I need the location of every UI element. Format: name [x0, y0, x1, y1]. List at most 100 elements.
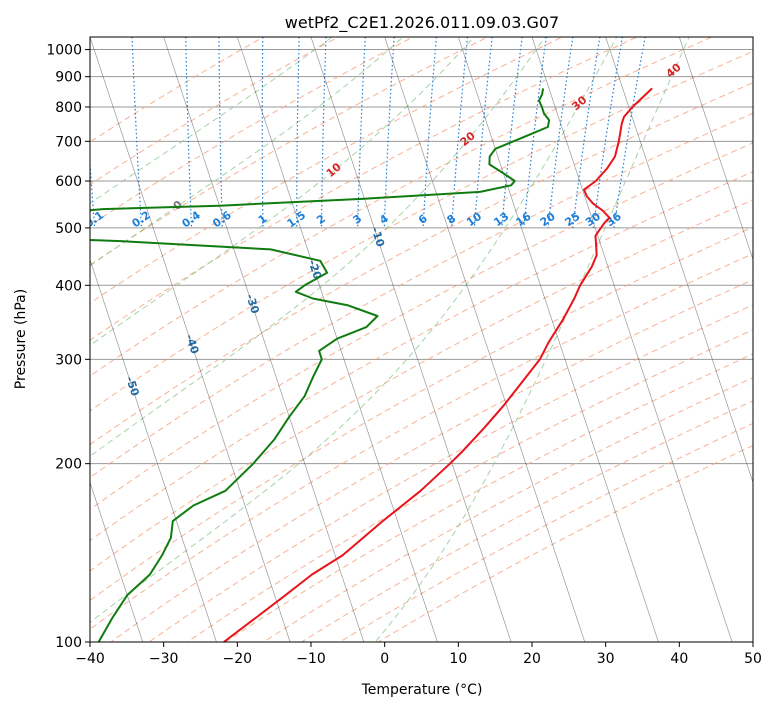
mixing-ratio-label: 4	[377, 212, 391, 227]
mixing-ratio-line	[592, 37, 624, 228]
mixing-ratio-line	[357, 37, 366, 228]
mixing-ratio-label: 0.2	[130, 209, 153, 231]
moist-adiabat-label: 40	[664, 60, 684, 80]
y-tick-label: 800	[55, 100, 82, 116]
isotherm-label: -40	[183, 333, 202, 356]
mixing-ratio-line	[451, 37, 469, 228]
x-tick-label: −30	[149, 651, 179, 667]
dry-adiabat-line	[90, 37, 489, 266]
mixing-ratio-label: 0.6	[210, 208, 234, 230]
y-tick-label: 600	[55, 174, 82, 190]
mixing-ratio-line	[613, 37, 646, 228]
dry-adiabat-line	[90, 37, 340, 186]
isotherm-line	[90, 481, 144, 642]
plot-frame	[89, 36, 754, 643]
mixing-ratio-line	[523, 37, 547, 228]
isotherm-line	[163, 37, 365, 642]
dry-adiabat-line	[90, 171, 753, 542]
mixing-ratio-label: 2	[314, 212, 328, 227]
moist-adiabat-line	[90, 37, 546, 457]
isotherm-line	[678, 37, 753, 261]
x-tick-label: 0	[380, 651, 389, 667]
isotherm-line	[384, 37, 586, 642]
dry-adiabat-line	[90, 37, 564, 304]
chart-title: wetPf2_C2E1.2026.011.09.03.G07	[285, 13, 559, 33]
dry-adiabat-line	[90, 82, 753, 446]
isotherm-line	[310, 37, 512, 642]
mixing-ratio-line	[383, 37, 395, 228]
isotherm-line	[90, 258, 217, 642]
dry-adiabat-line	[90, 199, 753, 572]
y-tick-label: 200	[55, 457, 82, 473]
dry-adiabat-line	[90, 226, 753, 602]
y-tick-label: 300	[55, 352, 82, 368]
mixing-ratio-line	[185, 37, 193, 228]
isotherm-label: -10	[368, 226, 387, 249]
x-tick-label: 30	[597, 651, 615, 667]
mixing-ratio-label: 3	[351, 212, 365, 227]
y-tick-label: 100	[55, 635, 82, 651]
dry-adiabat-line	[110, 279, 753, 642]
isotherm-line	[0, 25, 78, 669]
x-tick-label: 50	[744, 651, 762, 667]
temperature-profile-line	[223, 87, 653, 642]
isotherm-label: -70	[7, 471, 26, 494]
x-tick-label: 40	[670, 651, 688, 667]
mixing-ratio-line	[131, 37, 143, 228]
dry-adiabat-line	[90, 37, 414, 227]
dry-adiabat-line	[90, 112, 753, 479]
mixing-ratio-line	[261, 37, 264, 228]
mixing-ratio-line	[90, 155, 96, 228]
dry-adiabat-line	[90, 50, 753, 412]
y-tick-label: 500	[55, 221, 82, 237]
mixing-ratio-line	[572, 37, 601, 228]
mixing-ratio-line	[473, 37, 493, 228]
mixing-ratio-label: 0.1	[83, 209, 106, 231]
mixing-ratio-label: 6	[416, 212, 430, 227]
moist-adiabat-line	[374, 37, 690, 642]
isotherm-line	[531, 37, 733, 642]
mixing-ratio-label: 25	[562, 210, 582, 229]
moist-adiabat-label: 20	[458, 129, 478, 149]
mixing-ratio-line	[320, 37, 327, 228]
moist-adiabat-line	[90, 37, 333, 204]
isotherm-label: -30	[243, 292, 262, 315]
dry-adiabat-line	[90, 37, 639, 341]
y-tick-label: 400	[55, 278, 82, 294]
x-tick-label: 20	[523, 651, 541, 667]
y-tick-label: 1000	[46, 43, 82, 59]
dry-adiabat-line	[186, 329, 753, 642]
isotherm-label: -20	[305, 258, 324, 281]
dry-adiabat-line	[90, 37, 713, 377]
mixing-ratio-label: 30	[583, 210, 603, 230]
dry-adiabat-line	[262, 377, 753, 642]
mixing-ratio-label: 1.5	[285, 209, 308, 231]
mixing-ratio-line	[296, 37, 300, 228]
dry-adiabat-line	[90, 253, 753, 630]
dry-adiabat-line	[224, 353, 753, 642]
moist-adiabat-label: 10	[324, 160, 344, 180]
isotherm-line	[236, 37, 438, 642]
mixing-ratio-line	[218, 37, 223, 228]
dry-adiabat-line	[300, 400, 753, 642]
y-axis-label: Pressure (hPa)	[13, 289, 29, 389]
isotherm-line	[90, 37, 291, 642]
mixing-ratio-label: 10	[464, 210, 484, 230]
x-tick-label: −40	[75, 651, 105, 667]
moist-adiabat-line	[90, 37, 404, 267]
isotherm-label: -50	[123, 375, 142, 398]
isotherm-line	[605, 37, 753, 484]
mixing-ratio-label: 0.4	[180, 208, 204, 230]
isotherm-line	[457, 37, 659, 642]
dry-adiabat-line	[90, 142, 753, 511]
x-tick-label: −20	[223, 651, 253, 667]
dewpoint-profile-line	[90, 88, 551, 642]
x-axis-label: Temperature (°C)	[361, 682, 483, 698]
x-tick-label: −10	[296, 651, 326, 667]
isotherm-label: -60	[65, 422, 84, 445]
moist-adiabat-line	[90, 37, 618, 623]
mixing-ratio-line	[547, 37, 574, 228]
x-tick-label: 10	[449, 651, 467, 667]
y-tick-label: 700	[55, 134, 82, 150]
